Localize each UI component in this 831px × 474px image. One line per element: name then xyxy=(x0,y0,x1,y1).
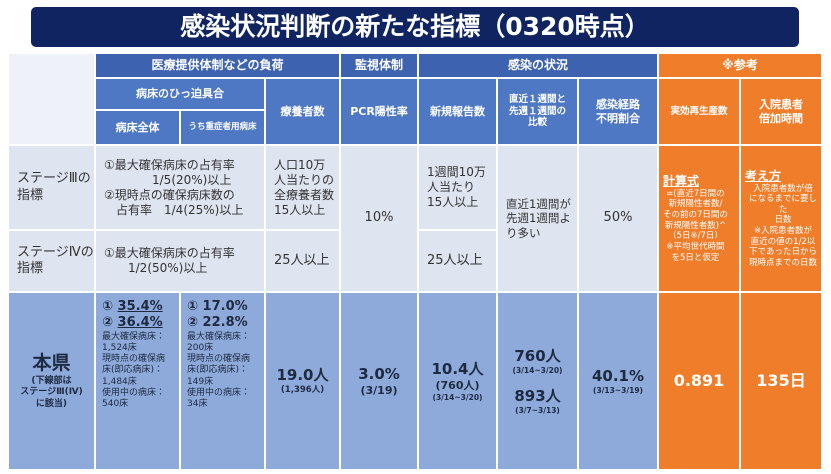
cell: 考え方 入院患者数が倍 になるまでに要した 日数 ※入院患者数が 直近の値の1/… xyxy=(740,145,822,292)
value: 760人 xyxy=(514,346,561,365)
sub: (760人) xyxy=(435,378,480,392)
period: (3/14~3/20) xyxy=(432,392,483,402)
marker: ② xyxy=(187,315,199,331)
rate: ② 22.8% xyxy=(187,315,248,331)
note-body: 入院患者数が倍 になるまでに要した 日数 ※入院患者数が 直近の値の1/2以 下… xyxy=(748,183,817,268)
row-label: 本県 (下線部は ステージⅢ(Ⅳ) に該当) xyxy=(8,292,95,470)
period: (3/14~3/20) xyxy=(512,365,563,375)
cell: 0.891 xyxy=(658,292,740,470)
value: 22.8% xyxy=(202,315,248,331)
cell: 25人以上 xyxy=(418,230,497,292)
cell: 135日 xyxy=(740,292,822,470)
cell: 760人 (3/14~3/20) 893人 (3/7~3/13) xyxy=(497,292,578,470)
header-cell: 感染経路 不明割合 xyxy=(578,78,658,145)
prefecture-note: (下線部は ステージⅢ(Ⅳ) に該当) xyxy=(20,376,83,409)
rate: ① 17.0% xyxy=(187,299,248,315)
cell: ① 35.4% ② 36.4% 最大確保病床： 1,524床 現時点の確保病 床… xyxy=(95,292,180,470)
cell: 1週間10万 人当たり 15人以上 xyxy=(418,145,497,230)
header-cell: 新規報告数 xyxy=(418,78,497,145)
sub: (1,396人) xyxy=(280,385,325,396)
header-cell: 病床のひっ迫具合 xyxy=(95,78,265,110)
cell: 40.1% (3/13~3/19) xyxy=(578,292,658,470)
cell: 計算式 =(直近7日間の 新規陽性者数/ その前の7日間の 新規陽性者数)^ （… xyxy=(658,145,740,292)
cell: 3.0% (3/19) xyxy=(340,292,418,470)
header-cell: PCR陽性率 xyxy=(340,78,418,145)
marker: ① xyxy=(102,299,114,314)
rate: ② 36.4% xyxy=(102,315,163,331)
cell: 19.0人 (1,396人) xyxy=(265,292,340,470)
corner xyxy=(8,53,95,145)
cell: 10.4人 (760人) (3/14~3/20) xyxy=(418,292,497,470)
value: 19.0人 xyxy=(276,366,329,385)
cell: 25人以上 xyxy=(265,230,340,292)
header-cell: ※参考 xyxy=(658,53,822,78)
header-cell: 療養者数 xyxy=(265,78,340,145)
period: (3/13~3/19) xyxy=(593,385,643,395)
row-label: ステージⅣの 指標 xyxy=(8,230,95,292)
value: 40.1% xyxy=(591,366,645,385)
marker: ① xyxy=(187,299,199,314)
period: (3/7~3/13) xyxy=(515,405,560,415)
cell: 10% xyxy=(340,145,418,292)
cell: ① 17.0% ② 22.8% 最大確保病床： 200床 現時点の確保病 床(即… xyxy=(180,292,265,470)
sub: (3/19) xyxy=(360,383,398,397)
detail: 最大確保病床： 200床 現時点の確保病 床(即応病床)： 149床 使用中の病… xyxy=(187,331,251,410)
cell: 直近1週間が 先週1週間よ り多い xyxy=(497,145,578,292)
header-cell: 病床全体 xyxy=(95,110,180,145)
header-cell: 入院患者 倍加時間 xyxy=(740,78,822,145)
cell: ①最大確保病床の占有率 1/5(20%)以上 ②現時点の確保病床数の 占有率 1… xyxy=(95,145,265,230)
marker: ② xyxy=(102,315,114,331)
row-label: ステージⅢの 指標 xyxy=(8,145,95,230)
note-title: 計算式 xyxy=(663,173,700,188)
header-cell: 医療提供体制などの負荷 xyxy=(95,53,340,78)
rate: ① 35.4% xyxy=(102,299,163,315)
detail: 最大確保病床： 1,524床 現時点の確保病 床(即応病床)： 1,484床 使… xyxy=(102,331,166,410)
value: 17.0% xyxy=(202,299,248,314)
value: 893人 xyxy=(514,387,561,405)
value: 36.4% xyxy=(117,315,163,331)
header-cell: 監視体制 xyxy=(340,53,418,78)
value: 10.4人 xyxy=(431,360,484,379)
cell: 人口10万 人当たりの 全療養者数 15人以上 xyxy=(265,145,340,230)
note-title: 考え方 xyxy=(745,168,782,183)
value: 35.4% xyxy=(117,299,163,314)
header-cell: うち重症者用病床 xyxy=(180,110,265,145)
header-cell: 直近１週間と 先週１週間の 比較 xyxy=(497,78,578,145)
note-body: =(直近7日間の 新規陽性者数/ その前の7日間の 新規陽性者数)^ （5日※/… xyxy=(663,188,728,263)
value: 3.0% xyxy=(358,364,400,383)
prefecture-label: 本県 xyxy=(32,352,71,375)
cell: 50% xyxy=(578,145,658,292)
cell: ①最大確保病床の占有率 1/2(50%)以上 xyxy=(95,230,265,292)
header-cell: 実効再生産数 xyxy=(658,78,740,145)
title: 感染状況判断の新たな指標（0320時点） xyxy=(30,6,800,48)
header-cell: 感染の状況 xyxy=(418,53,658,78)
